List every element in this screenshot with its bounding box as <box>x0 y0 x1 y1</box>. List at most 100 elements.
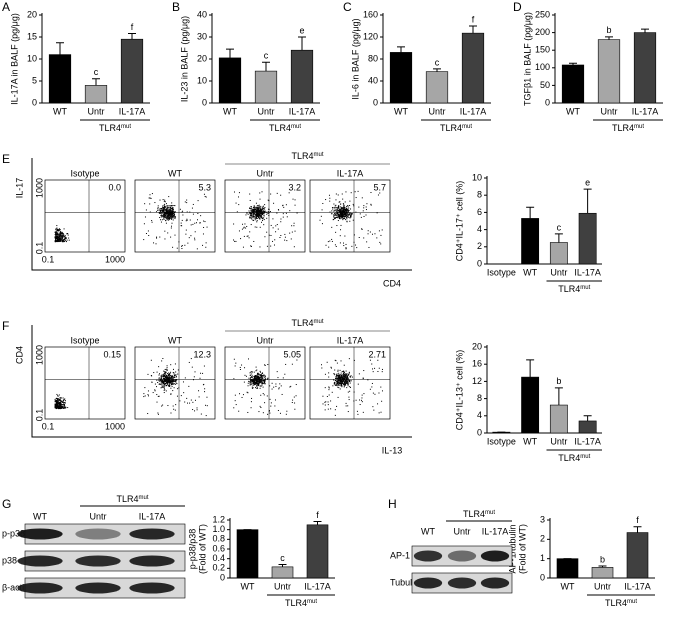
flow-dot <box>166 215 168 217</box>
flow-dot <box>346 377 348 379</box>
flow-dot <box>60 403 62 405</box>
group-label: TLR4mut <box>605 598 637 608</box>
flow-dot <box>343 209 345 211</box>
flow-dot <box>337 215 339 217</box>
flow-dot <box>60 403 62 405</box>
flow-dot <box>251 371 253 373</box>
flow-dot <box>165 209 167 211</box>
flow-dot <box>147 395 149 397</box>
flow-dot <box>163 389 165 391</box>
flow-dot <box>256 378 258 380</box>
flow-dot <box>253 212 255 214</box>
flow-dot <box>171 202 173 204</box>
flow-dot <box>346 379 348 381</box>
flow-dot <box>173 383 175 385</box>
significance-label: b <box>600 554 605 564</box>
flow-dot <box>335 199 337 201</box>
flow-dot <box>260 213 262 215</box>
flow-dot <box>175 404 177 406</box>
flow-dot <box>189 402 191 404</box>
flow-dot <box>173 380 175 382</box>
flow-dot <box>250 379 252 381</box>
flow-dot <box>337 210 339 212</box>
flow-dot <box>194 222 196 224</box>
flow-dot <box>263 208 265 210</box>
flow-dot <box>340 216 342 218</box>
flow-dot <box>261 383 263 385</box>
flow-dot <box>342 198 344 200</box>
flow-dot <box>163 370 165 372</box>
flow-dot <box>60 232 62 234</box>
flow-dot <box>346 387 348 389</box>
flow-dot <box>341 208 343 210</box>
flow-dot <box>159 212 161 214</box>
flow-dot <box>243 227 245 229</box>
flow-dot <box>376 237 378 239</box>
flow-dot <box>262 393 264 395</box>
flow-dot <box>334 213 336 215</box>
flow-dot <box>252 216 254 218</box>
flow-dot <box>60 233 62 235</box>
flow-dot <box>254 375 256 377</box>
flow-dot <box>64 398 66 400</box>
flow-dot <box>258 373 260 375</box>
flow-dot <box>340 203 342 205</box>
bar <box>591 567 614 579</box>
flow-dot <box>191 366 193 368</box>
flow-dot <box>164 377 166 379</box>
flow-dot <box>170 213 172 215</box>
flow-dot <box>66 239 68 241</box>
flow-dot <box>343 370 345 372</box>
flow-dot <box>166 208 168 210</box>
flow-dot <box>256 213 258 215</box>
flow-dot <box>177 373 179 375</box>
flow-dot <box>344 375 346 377</box>
flow-dot <box>344 383 346 385</box>
flow-dot <box>255 385 257 387</box>
flow-dot <box>343 213 345 215</box>
flow-dot <box>204 195 206 197</box>
flow-dot <box>264 380 266 382</box>
flow-dot <box>266 213 268 215</box>
flow-dot <box>161 212 163 214</box>
blot-band <box>75 582 121 594</box>
significance-label: b <box>556 376 561 386</box>
flow-dot <box>266 231 268 233</box>
significance-label: f <box>131 22 134 32</box>
quadrant-number: 5.7 <box>373 182 386 192</box>
flow-dot <box>293 225 295 227</box>
flow-dot <box>62 397 64 399</box>
flow-dot <box>284 236 286 238</box>
flow-dot <box>188 385 190 387</box>
flow-dot <box>342 213 344 215</box>
flow-dot <box>62 400 64 402</box>
flow-dot <box>261 211 263 213</box>
flow-dot <box>57 228 59 230</box>
flow-dot <box>61 237 63 239</box>
flow-dot <box>194 410 196 412</box>
flow-dot <box>171 216 173 218</box>
flow-dot <box>363 215 365 217</box>
flow-dot <box>259 207 261 209</box>
flow-dot <box>168 217 170 219</box>
flow-plot-label: Untr <box>256 335 273 345</box>
flow-dot <box>235 240 237 242</box>
flow-dot <box>346 381 348 383</box>
flow-dot <box>165 215 167 217</box>
flow-dot <box>293 246 295 248</box>
flow-dot <box>338 375 340 377</box>
flow-dot <box>256 216 258 218</box>
flow-dot <box>348 373 350 375</box>
flow-dot <box>238 192 240 194</box>
flow-dot <box>335 360 337 362</box>
flow-dot <box>351 213 353 215</box>
flow-dot <box>361 394 363 396</box>
flow-dot <box>285 363 287 365</box>
flow-dot <box>322 202 324 204</box>
flow-dot <box>252 381 254 383</box>
flow-dot <box>264 382 266 384</box>
flow-dot <box>192 223 194 225</box>
flow-dot <box>59 234 61 236</box>
flow-dot <box>257 381 259 383</box>
flow-dot <box>62 240 64 242</box>
